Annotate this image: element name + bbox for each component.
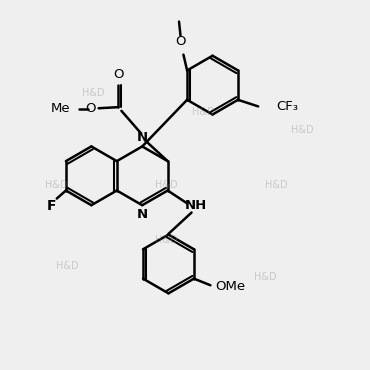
Text: H&D: H&D [155,235,178,245]
Text: NH: NH [185,199,207,212]
Text: Me: Me [51,102,71,115]
Text: N: N [137,208,148,221]
Text: O: O [113,68,124,81]
Text: CF₃: CF₃ [276,100,299,113]
Text: H&D: H&D [255,272,277,282]
Text: H&D: H&D [45,180,68,190]
Text: N: N [137,131,148,144]
Text: H&D: H&D [192,107,215,117]
Text: H&D: H&D [155,180,178,190]
Text: O: O [175,34,186,48]
Text: F: F [47,199,56,213]
Text: OMe: OMe [216,280,246,293]
Text: H&D: H&D [291,125,314,135]
Text: H&D: H&D [266,180,288,190]
Text: H&D: H&D [56,261,79,271]
Text: O: O [85,102,95,115]
Text: H&D: H&D [82,88,104,98]
